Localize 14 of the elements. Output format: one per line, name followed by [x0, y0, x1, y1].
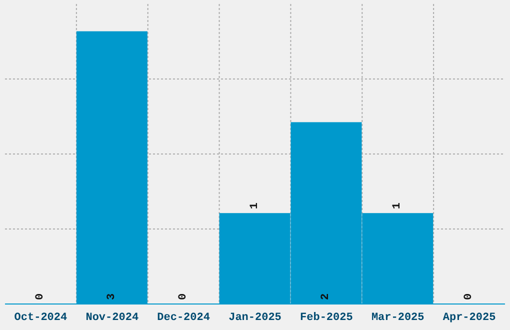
x-tick-label: Apr-2025 [442, 312, 496, 324]
x-tick-label: Mar-2025 [371, 312, 425, 324]
data-label: 1 [248, 202, 261, 210]
data-label: 2 [320, 293, 332, 300]
data-label: 1 [392, 202, 404, 210]
x-tick-label: Jan-2025 [228, 312, 282, 324]
x-tick-label: Nov-2024 [86, 312, 139, 324]
x-tick-label: Dec-2024 [157, 312, 210, 324]
data-label: 0 [34, 293, 46, 300]
data-label: 0 [177, 293, 190, 300]
data-label: 3 [106, 293, 118, 300]
data-label: 0 [463, 293, 476, 300]
x-tick-label: Feb-2025 [300, 312, 354, 324]
x-tick-label: Oct-2024 [14, 312, 68, 324]
